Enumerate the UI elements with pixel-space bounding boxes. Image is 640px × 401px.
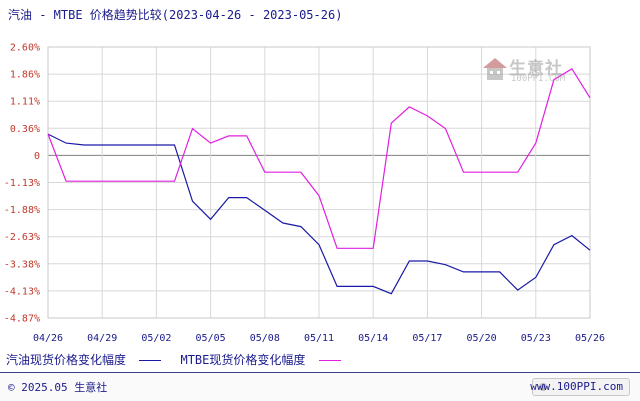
x-tick-label: 05/14 xyxy=(358,333,388,344)
x-axis-ticks: 04/26 04/29 05/02 05/05 05/08 05/11 05/14 05/17… xyxy=(33,333,605,344)
x-tick-label: 05/17 xyxy=(412,333,442,344)
legend-item-mtbe: MTBE现货价格变化幅度 xyxy=(180,351,341,368)
legend-swatch-mtbe xyxy=(318,360,341,361)
y-tick-label: -4.13% xyxy=(4,286,40,297)
site-link-badge[interactable]: www.100PPI.com xyxy=(530,378,630,396)
footer: © 2025.05 生意社 www.100PPI.com xyxy=(0,372,640,401)
legend-label-gasoline: 汽油现货价格变化幅度 xyxy=(6,353,127,367)
y-tick-label: -3.38% xyxy=(4,259,40,270)
x-tick-label: 05/05 xyxy=(196,333,226,344)
series-line-mtbe xyxy=(47,67,591,249)
copyright-text: © 2025.05 生意社 xyxy=(8,381,108,394)
x-tick-label: 05/11 xyxy=(304,333,334,344)
globe-icon xyxy=(539,383,547,391)
chart: 2.60% 1.86% 1.11% 0.36% 0 -1.13% -1.88% -2.63% -… xyxy=(4,43,605,345)
series-lines xyxy=(47,67,591,295)
plot-frame xyxy=(47,46,591,319)
legend: 汽油现货价格变化幅度 MTBE现货价格变化幅度 xyxy=(6,351,353,368)
watermark-name: 生意社 xyxy=(509,59,563,79)
chart-title: 汽油 - MTBE 价格趋势比较(2023-04-26 - 2023-05-26… xyxy=(8,8,343,22)
x-tick-label: 05/02 xyxy=(141,333,171,344)
series-line-gasoline xyxy=(47,133,591,295)
y-tick-label: 0 xyxy=(34,151,40,162)
x-tick-label: 04/26 xyxy=(33,333,63,344)
legend-swatch-gasoline xyxy=(139,360,162,361)
y-tick-label: -2.63% xyxy=(4,232,40,243)
y-tick-label: -4.87% xyxy=(4,314,40,325)
legend-item-gasoline: 汽油现货价格变化幅度 xyxy=(6,351,162,368)
x-tick-label: 04/29 xyxy=(87,333,117,344)
legend-label-mtbe: MTBE现货价格变化幅度 xyxy=(180,353,306,367)
y-tick-label: -1.88% xyxy=(4,205,40,216)
site-link[interactable]: www.100PPI.com xyxy=(530,380,623,393)
y-tick-label: -1.13% xyxy=(4,178,40,189)
grid xyxy=(47,46,591,319)
y-axis-ticks: 2.60% 1.86% 1.11% 0.36% 0 -1.13% -1.88% -2.63% -… xyxy=(4,43,40,325)
y-tick-label: 2.60% xyxy=(10,43,40,54)
x-tick-label: 05/23 xyxy=(521,333,551,344)
y-tick-label: 1.11% xyxy=(10,97,40,108)
y-tick-label: 1.86% xyxy=(10,70,40,81)
x-tick-label: 05/08 xyxy=(250,333,280,344)
x-tick-label: 05/20 xyxy=(467,333,497,344)
house-logo-icon xyxy=(483,58,507,80)
x-tick-label: 05/26 xyxy=(575,333,605,344)
watermark-logo: 生意社 100PPI.COM xyxy=(482,56,565,86)
y-tick-label: 0.36% xyxy=(10,124,40,135)
watermark-url: 100PPI.COM xyxy=(511,74,566,84)
